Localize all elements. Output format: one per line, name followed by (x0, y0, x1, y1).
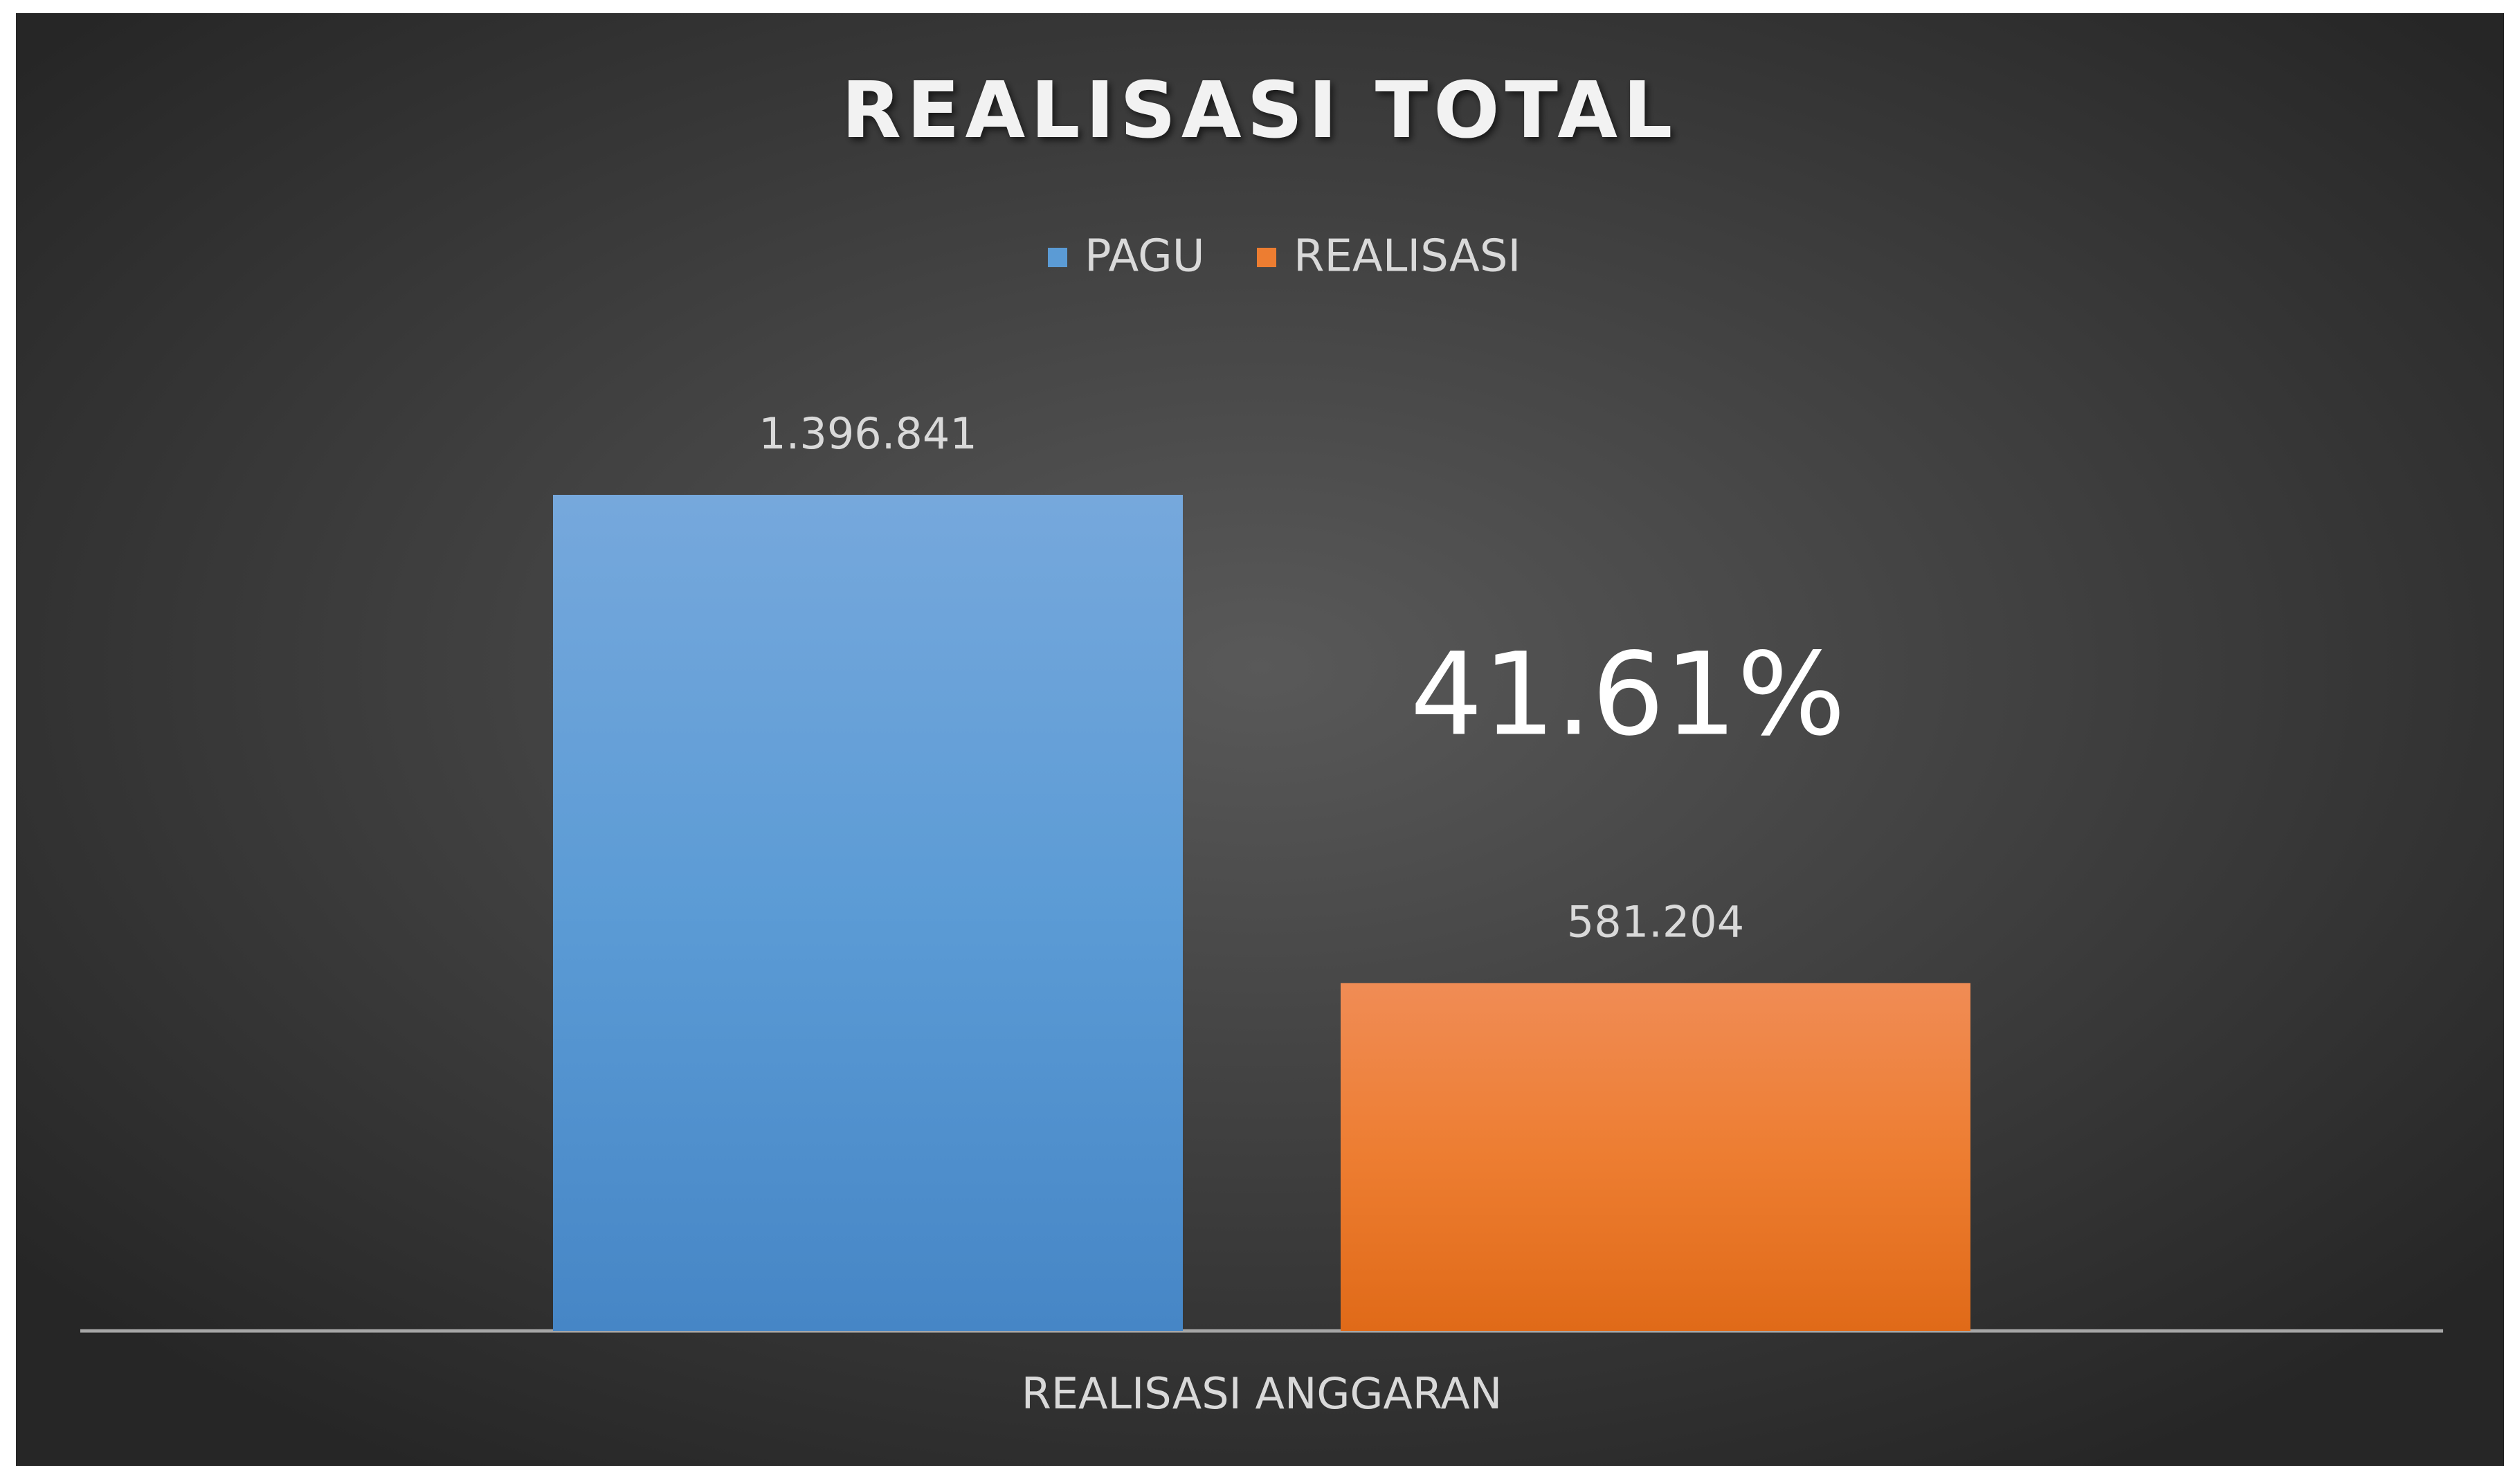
annotation: 41.61% (1410, 628, 1845, 761)
data-label: 1.396.841 (759, 408, 977, 459)
legend-label: PAGU (1085, 231, 1205, 282)
legend-swatch (1048, 248, 1067, 267)
legend-swatch (1257, 248, 1276, 267)
bar (1341, 983, 1970, 1331)
data-label: 581.204 (1567, 896, 1744, 947)
bar (553, 495, 1183, 1331)
x-tick-label: REALISASI ANGGARAN (1022, 1368, 1502, 1419)
chart-title: REALISASI TOTAL (842, 66, 1678, 156)
legend-label: REALISASI (1294, 231, 1521, 282)
chart-background (16, 13, 2504, 1466)
